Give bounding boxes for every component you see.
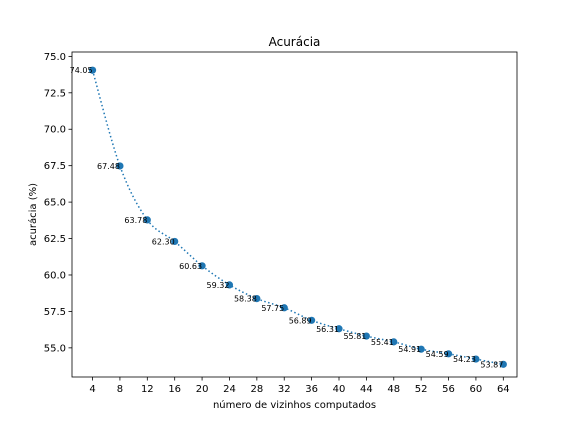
- y-tick-label: 67.5: [44, 161, 66, 172]
- y-tick-label: 60.0: [44, 270, 66, 281]
- x-tick-label: 8: [117, 384, 123, 395]
- data-label: 53.87: [480, 360, 503, 369]
- data-label: 59.32: [207, 281, 230, 290]
- x-tick-label: 32: [278, 384, 291, 395]
- data-label: 58.38: [234, 295, 257, 304]
- y-tick-label: 65.0: [44, 198, 66, 209]
- x-axis-label: número de vizinhos computados: [213, 399, 376, 411]
- data-label: 54.23: [453, 355, 476, 364]
- data-label: 74.05: [70, 66, 93, 75]
- x-tick-label: 28: [250, 384, 263, 395]
- x-tick-label: 40: [333, 384, 346, 395]
- y-tick-label: 70.0: [44, 125, 66, 136]
- y-tick-label: 75.0: [44, 52, 66, 63]
- y-tick-label: 57.5: [44, 307, 66, 318]
- data-label: 63.78: [124, 216, 147, 225]
- data-label: 55.81: [343, 332, 366, 341]
- x-tick-label: 52: [415, 384, 428, 395]
- y-tick-label: 55.0: [44, 343, 66, 354]
- x-tick-label: 64: [497, 384, 510, 395]
- x-tick-label: 36: [305, 384, 318, 395]
- x-tick-label: 48: [387, 384, 400, 395]
- x-tick-label: 20: [196, 384, 209, 395]
- data-label: 55.41: [371, 338, 394, 347]
- x-tick-label: 12: [141, 384, 154, 395]
- x-tick-label: 4: [89, 384, 95, 395]
- data-label: 60.63: [179, 262, 202, 271]
- data-label: 57.75: [261, 304, 284, 313]
- x-tick-label: 16: [168, 384, 181, 395]
- data-label: 54.59: [426, 350, 449, 359]
- data-label: 54.91: [398, 345, 421, 354]
- chart-title: Acurácia: [269, 35, 321, 49]
- axes-frame: [72, 52, 517, 377]
- data-label: 62.30: [152, 237, 175, 246]
- x-tick-label: 60: [470, 384, 483, 395]
- x-tick-label: 24: [223, 384, 236, 395]
- data-label: 67.48: [97, 162, 120, 171]
- x-tick-label: 44: [360, 384, 373, 395]
- y-tick-label: 62.5: [44, 234, 66, 245]
- y-axis-label: acurácia (%): [27, 183, 39, 246]
- data-label: 56.89: [289, 316, 312, 325]
- x-tick-label: 56: [442, 384, 455, 395]
- data-label: 56.31: [316, 325, 339, 334]
- plot-area: 74.05 67.48 63.78 62.30 60.63 59.32 58.38 57.75…: [70, 66, 507, 369]
- y-tick-label: 72.5: [44, 88, 66, 99]
